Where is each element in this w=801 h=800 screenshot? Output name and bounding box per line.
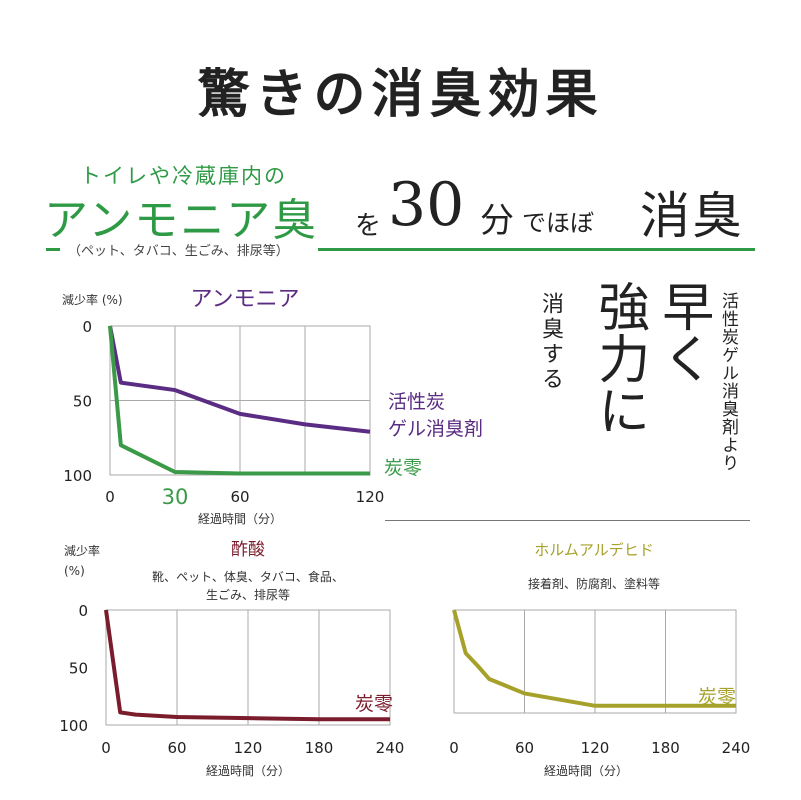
y-tick-label: 0 bbox=[78, 602, 88, 620]
ammonia-odor-label: アンモニア臭 bbox=[44, 195, 319, 246]
y-axis-label: 減少率 (%) bbox=[62, 292, 123, 307]
series-label: 炭零 bbox=[698, 686, 736, 708]
y-tick-label: 0 bbox=[82, 318, 92, 336]
x-tick-label: 120 bbox=[581, 739, 610, 757]
location-subline: トイレや冷蔵庫内の bbox=[80, 164, 287, 188]
x-tick-label: 240 bbox=[722, 739, 751, 757]
x-tick-label: 120 bbox=[234, 739, 263, 757]
thirty-number: 30 bbox=[388, 170, 465, 240]
strong-text: 強力に bbox=[588, 280, 649, 436]
x-tick-label: 0 bbox=[101, 739, 111, 757]
underline-right bbox=[318, 248, 755, 251]
series-label: 炭零 bbox=[355, 693, 393, 715]
x-tick-label: 60 bbox=[515, 739, 534, 757]
x-tick-label: 60 bbox=[230, 488, 249, 506]
ammonia-chart: アンモニア 減少率 (%) 0 50 100 0 60 120 30 経過時間（分） 活性炭ゲル消臭… bbox=[62, 287, 483, 526]
x-axis-label: 経過時間（分） bbox=[544, 764, 628, 778]
x-tick-label: 60 bbox=[167, 739, 186, 757]
x-tick-label: 0 bbox=[105, 488, 115, 506]
series-line bbox=[452, 609, 736, 708]
odor-examples-line1: 靴、ペット、体臭、タバコ、食品、 bbox=[152, 569, 344, 584]
series-line bbox=[104, 609, 390, 722]
acetic-acid-chart: 酢酸 減少率 (%) 靴、ペット、体臭、タバコ、食品、生ごみ、排尿等 0 50 100 0 60… bbox=[59, 540, 405, 778]
comparison-text: 活性炭ゲル消臭剤より bbox=[718, 292, 738, 472]
series-label-line1: 活性炭 bbox=[388, 391, 445, 413]
odor-examples-line2: 生ごみ、排尿等 bbox=[206, 587, 290, 602]
x-tick-label: 180 bbox=[305, 739, 334, 757]
fast-text: 早く bbox=[652, 280, 713, 384]
y-axis-label-unit: (%) bbox=[64, 564, 85, 578]
series-line bbox=[108, 325, 370, 476]
y-tick-label: 100 bbox=[63, 467, 92, 485]
minutes-unit: 分 bbox=[480, 201, 514, 241]
odor-examples: （ペット、タバコ、生ごみ、排尿等） bbox=[68, 244, 289, 259]
x-tick-label: 180 bbox=[651, 739, 680, 757]
deodorize-vertical: 消臭する bbox=[538, 292, 563, 392]
chart-title: ホルムアルデヒド bbox=[534, 541, 654, 559]
x-axis-label: 経過時間（分） bbox=[206, 764, 290, 778]
y-tick-label: 50 bbox=[69, 660, 88, 678]
chart-title: 酢酸 bbox=[231, 540, 265, 560]
y-axis-label: 減少率 bbox=[64, 543, 100, 558]
x-axis-label: 経過時間（分） bbox=[198, 512, 282, 526]
series-line bbox=[108, 325, 371, 434]
x-tick-label-highlight: 30 bbox=[162, 485, 189, 509]
series-label: 炭零 bbox=[384, 457, 422, 479]
chart-title: アンモニア bbox=[190, 287, 299, 312]
almost-text: でほぼ bbox=[522, 209, 594, 237]
y-tick-label: 100 bbox=[59, 717, 88, 735]
underline-left bbox=[46, 248, 60, 251]
y-tick-label: 50 bbox=[73, 393, 92, 411]
x-tick-label: 0 bbox=[449, 739, 459, 757]
page-title: 驚きの消臭効果 bbox=[197, 65, 604, 125]
odor-examples-line1: 接着剤、防腐剤、塗料等 bbox=[528, 576, 660, 591]
particle-wo: を bbox=[355, 211, 382, 241]
deodorize-headline: 消臭 bbox=[640, 187, 744, 245]
x-tick-label: 120 bbox=[356, 488, 385, 506]
separator-line bbox=[385, 520, 750, 521]
x-tick-label: 240 bbox=[376, 739, 405, 757]
series-label-line2: ゲル消臭剤 bbox=[388, 418, 483, 440]
